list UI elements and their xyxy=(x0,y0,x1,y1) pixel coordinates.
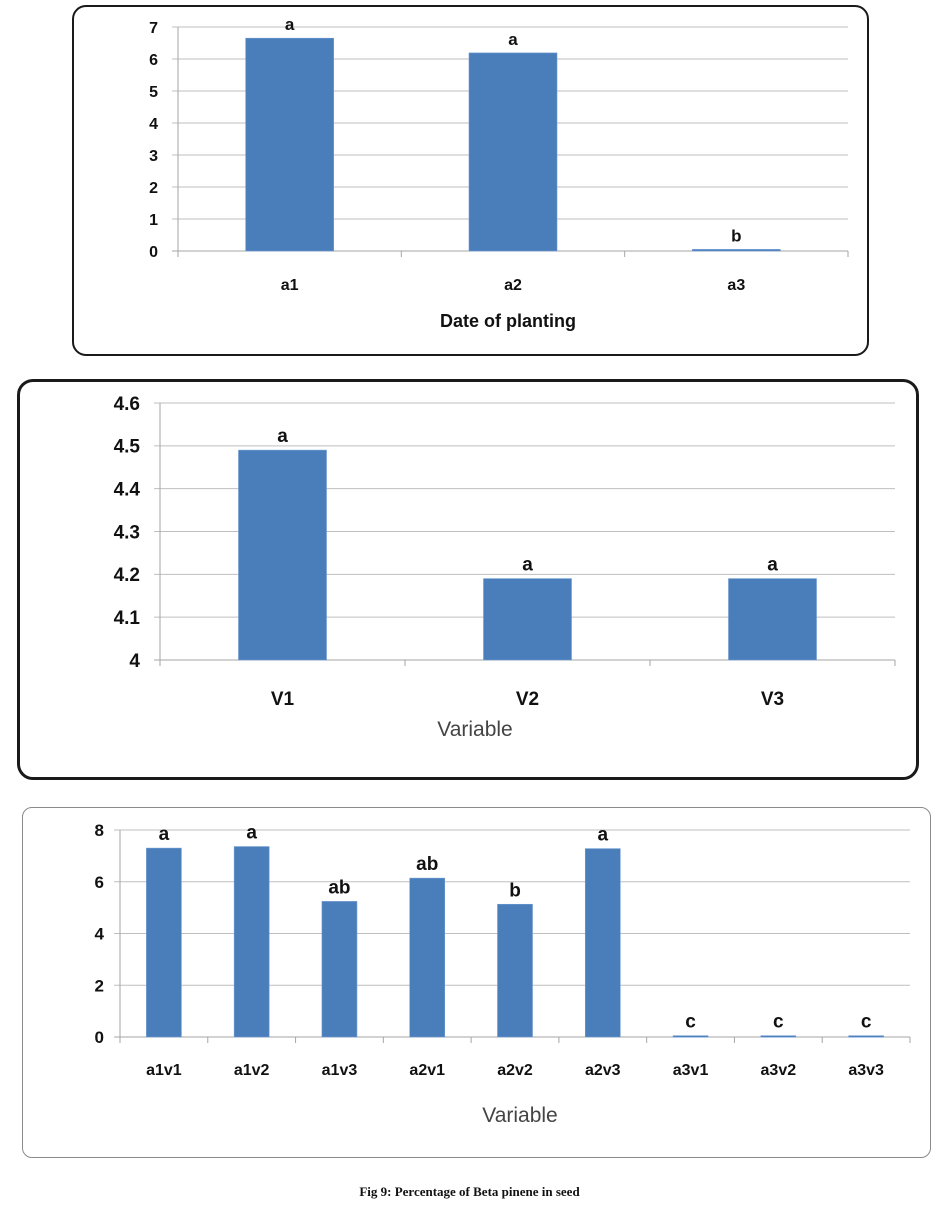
bar-a2v2 xyxy=(497,903,533,1038)
y-tick-label: 0 xyxy=(95,1028,104,1047)
x-category-label: a3v3 xyxy=(848,1062,884,1079)
significance-label: c xyxy=(773,1012,784,1033)
x-axis-title: Variable xyxy=(437,718,513,741)
significance-label: a xyxy=(767,555,778,576)
x-category-label: a3 xyxy=(727,277,745,294)
significance-label: a xyxy=(508,30,518,49)
bar-V1 xyxy=(238,449,327,661)
x-category-label: a2v2 xyxy=(497,1062,533,1079)
y-tick-label: 4 xyxy=(149,116,158,133)
figure-caption: Fig 9: Percentage of Beta pinene in seed xyxy=(359,1184,580,1199)
x-category-label: a3v1 xyxy=(673,1062,709,1079)
bar-a3 xyxy=(692,249,781,252)
bar-a2 xyxy=(468,52,558,252)
y-tick-label: 7 xyxy=(149,20,158,37)
significance-label: a xyxy=(159,824,170,845)
significance-label: b xyxy=(731,226,741,245)
x-category-label: a1v1 xyxy=(146,1062,182,1079)
significance-label: c xyxy=(685,1012,696,1033)
x-category-label: a1 xyxy=(281,277,299,294)
bar-a1v2 xyxy=(233,846,270,1038)
x-category-label: a1v3 xyxy=(322,1062,358,1079)
bar-a2v3 xyxy=(584,848,621,1038)
significance-label: a xyxy=(277,426,288,447)
y-tick-label: 8 xyxy=(95,821,104,840)
y-tick-label: 2 xyxy=(95,976,104,995)
significance-label: ab xyxy=(416,854,438,875)
y-tick-label: 4.1 xyxy=(114,608,141,629)
significance-label: a xyxy=(522,555,533,576)
x-category-label: V1 xyxy=(271,689,295,710)
bar-a3v3 xyxy=(848,1035,884,1038)
y-tick-label: 4.4 xyxy=(114,480,141,501)
significance-label: a xyxy=(285,15,295,34)
x-category-label: a3v2 xyxy=(761,1062,797,1079)
x-category-label: a2v1 xyxy=(409,1062,445,1079)
y-tick-label: 4 xyxy=(129,651,140,672)
y-tick-label: 4.6 xyxy=(114,394,140,415)
x-axis-title: Variable xyxy=(482,1104,558,1127)
significance-label: ab xyxy=(328,877,350,898)
y-tick-label: 4.3 xyxy=(114,522,140,543)
y-tick-label: 4 xyxy=(95,925,105,944)
significance-label: a xyxy=(597,825,608,846)
y-tick-label: 5 xyxy=(149,84,158,101)
x-category-label: a2v3 xyxy=(585,1062,621,1079)
bar-V2 xyxy=(483,578,572,661)
bar-a1 xyxy=(245,37,334,252)
bar-a2v1 xyxy=(409,877,446,1038)
significance-label: b xyxy=(509,880,521,901)
x-category-label: a1v2 xyxy=(234,1062,270,1079)
bar-a1v3 xyxy=(321,901,358,1038)
y-tick-label: 6 xyxy=(149,52,158,69)
significance-label: a xyxy=(246,823,257,844)
x-axis-title: Date of planting xyxy=(440,311,576,331)
bar-a1v1 xyxy=(146,847,182,1038)
x-category-label: V2 xyxy=(516,689,539,710)
bar-a3v1 xyxy=(672,1035,709,1038)
significance-label: c xyxy=(861,1012,872,1033)
x-category-label: V3 xyxy=(761,689,784,710)
bar-a3v2 xyxy=(760,1035,797,1038)
x-category-label: a2 xyxy=(504,277,522,294)
y-tick-label: 6 xyxy=(95,873,104,892)
y-tick-label: 4.5 xyxy=(114,437,141,458)
y-tick-label: 1 xyxy=(149,212,158,229)
y-tick-label: 3 xyxy=(149,148,158,165)
y-tick-label: 4.2 xyxy=(114,565,140,586)
y-tick-label: 0 xyxy=(149,244,158,261)
y-tick-label: 2 xyxy=(149,180,158,197)
bar-V3 xyxy=(728,578,817,661)
